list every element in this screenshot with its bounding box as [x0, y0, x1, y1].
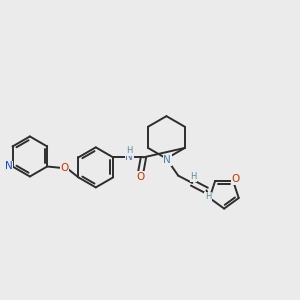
Text: H: H — [190, 172, 197, 181]
Text: O: O — [60, 163, 68, 173]
Text: N: N — [163, 155, 171, 165]
Text: N: N — [5, 161, 13, 172]
Text: H: H — [205, 192, 211, 201]
Text: O: O — [136, 172, 145, 182]
Text: H: H — [126, 146, 132, 155]
Text: O: O — [231, 174, 240, 184]
Text: N: N — [125, 152, 133, 162]
